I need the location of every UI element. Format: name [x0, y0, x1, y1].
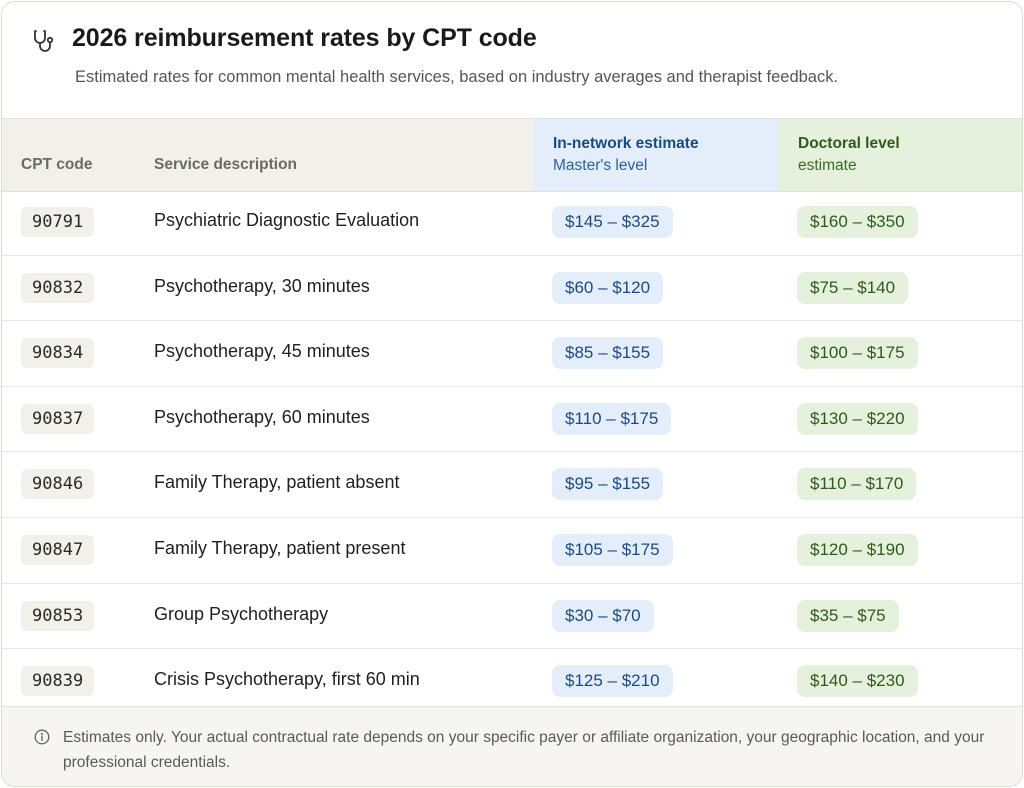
in-network-rate: $105 – $175: [552, 533, 673, 566]
stethoscope-icon: [33, 29, 57, 55]
column-header-description: Service description: [154, 156, 298, 173]
doctoral-header-title: Doctoral level: [798, 135, 900, 152]
in-network-rate: $145 – $325: [552, 206, 673, 238]
column-header-doctoral: Doctoral level estimate: [779, 119, 1022, 191]
cpt-code-badge: 90834: [21, 338, 95, 369]
table-row: 90832 Psychotherapy, 30 minutes $60 – $1…: [2, 256, 1022, 322]
in-network-rate: $95 – $155: [552, 468, 664, 501]
page-subtitle: Estimated rates for common mental health…: [75, 68, 839, 86]
cpt-code-badge: 90837: [21, 403, 95, 434]
in-network-rate: $125 – $210: [552, 665, 673, 698]
cpt-code-badge: 90839: [21, 666, 95, 697]
service-description: Psychotherapy, 30 minutes: [154, 275, 370, 296]
table-header: CPT code Service description In-network …: [2, 118, 1022, 192]
service-description: Group Psychotherapy: [154, 603, 329, 624]
page-title: 2026 reimbursement rates by CPT code: [72, 24, 537, 52]
table-row: 90853 Group Psychotherapy $30 – $70 $35 …: [2, 584, 1022, 650]
in-network-rate: $85 – $155: [552, 337, 664, 370]
doctoral-rate: $100 – $175: [797, 337, 918, 370]
service-description: Psychiatric Diagnostic Evaluation: [154, 210, 420, 230]
disclaimer-text: Estimates only. Your actual contractual …: [63, 729, 985, 771]
service-description: Psychotherapy, 60 minutes: [154, 406, 370, 427]
cpt-code-badge: 90846: [21, 469, 95, 500]
column-header-cpt-code: CPT code: [21, 156, 93, 173]
info-icon: [34, 729, 50, 745]
in-network-rate: $110 – $175: [552, 402, 672, 435]
table-row: 90791 Psychiatric Diagnostic Evaluation …: [2, 190, 1022, 256]
cpt-code-badge: 90847: [21, 534, 95, 565]
table-row: 90839 Crisis Psychotherapy, first 60 min…: [2, 649, 1022, 714]
service-description: Family Therapy, patient absent: [154, 472, 400, 493]
doctoral-rate: $35 – $75: [797, 599, 899, 632]
disclaimer-footer: Estimates only. Your actual contractual …: [2, 706, 1022, 786]
card-header: 2026 reimbursement rates by CPT code Est…: [2, 2, 1022, 118]
service-description: Crisis Psychotherapy, first 60 min: [154, 669, 420, 690]
doctoral-rate: $110 – $170: [797, 468, 917, 501]
service-description: Psychotherapy, 45 minutes: [154, 341, 370, 362]
table-row: 90837 Psychotherapy, 60 minutes $110 – $…: [2, 387, 1022, 453]
table-row: 90847 Family Therapy, patient present $1…: [2, 518, 1022, 584]
doctoral-rate: $140 – $230: [797, 665, 918, 698]
in-network-rate: $30 – $70: [552, 599, 654, 632]
doctoral-header-subtitle: estimate: [798, 157, 857, 174]
in-network-rate: $60 – $120: [552, 271, 664, 304]
cpt-code-badge: 90853: [21, 600, 95, 631]
table-row: 90834 Psychotherapy, 45 minutes $85 – $1…: [2, 321, 1022, 387]
doctoral-rate: $160 – $350: [797, 206, 918, 238]
doctoral-rate: $75 – $140: [797, 271, 909, 304]
column-header-in-network: In-network estimate Master's level: [534, 119, 779, 191]
cpt-code-badge: 90791: [21, 207, 95, 237]
service-description: Family Therapy, patient present: [154, 537, 406, 558]
in-network-header-subtitle: Master's level: [553, 157, 648, 174]
table-row: 90846 Family Therapy, patient absent $95…: [2, 452, 1022, 518]
table-body: 90791 Psychiatric Diagnostic Evaluation …: [2, 190, 1022, 714]
cpt-code-badge: 90832: [21, 272, 95, 303]
doctoral-rate: $120 – $190: [797, 533, 918, 566]
in-network-header-title: In-network estimate: [553, 135, 699, 152]
doctoral-rate: $130 – $220: [797, 402, 918, 435]
